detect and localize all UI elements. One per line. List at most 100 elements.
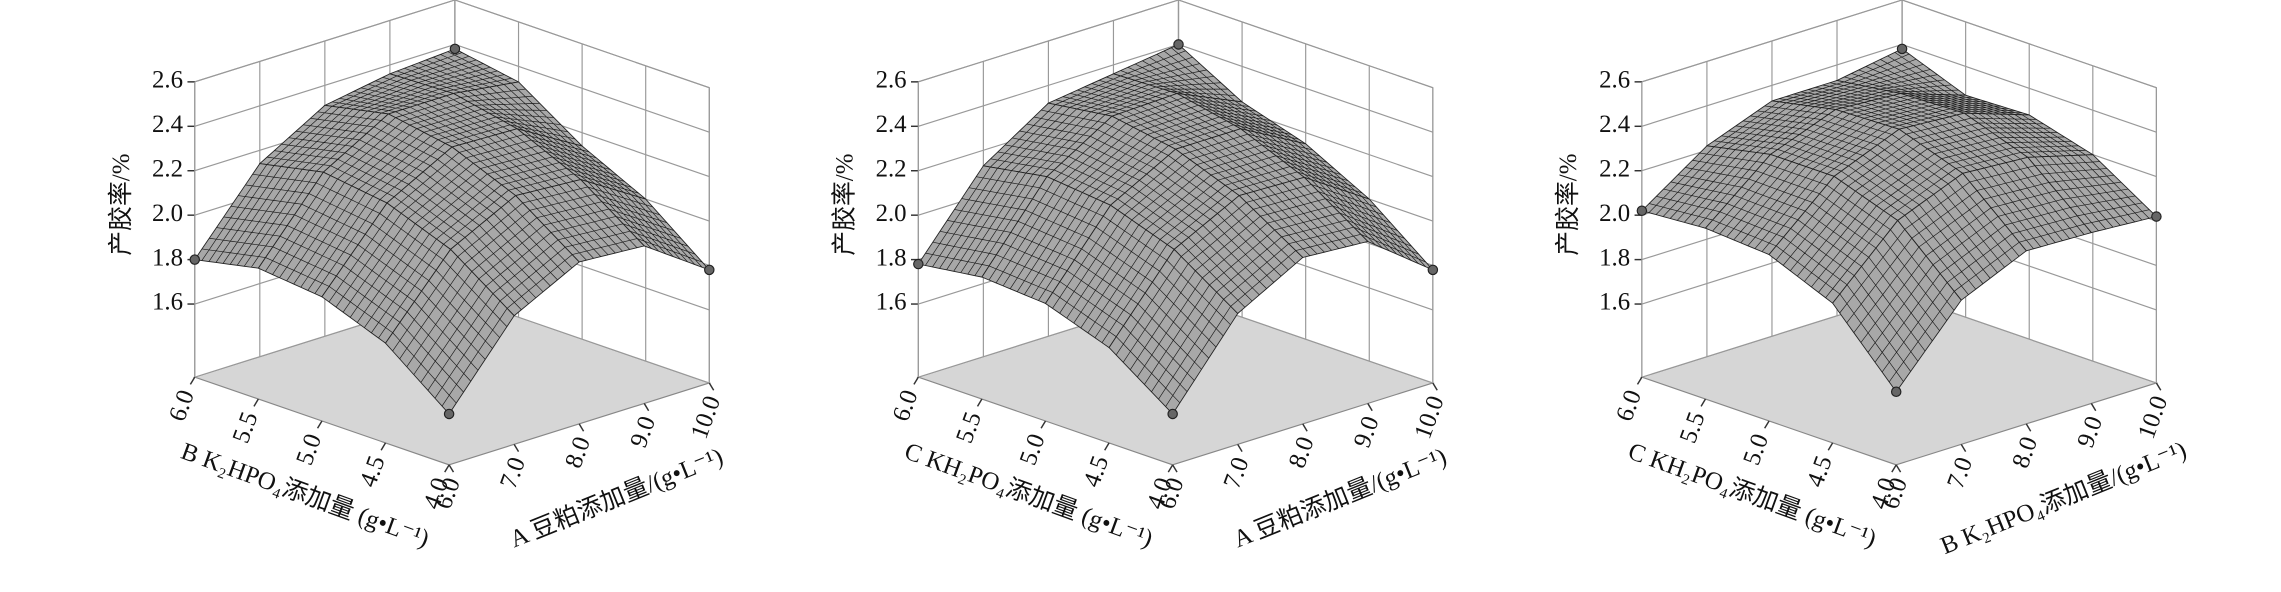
z-tick-label: 2.4 xyxy=(1599,111,1631,138)
mesh-line xyxy=(265,175,381,294)
tick-mark xyxy=(708,382,715,391)
x-tick-label: 7.0 xyxy=(1942,454,1978,492)
tick-mark xyxy=(1960,443,1967,453)
y-tick-label: 5.5 xyxy=(1675,408,1711,446)
x-tick-label: 9.0 xyxy=(625,413,661,451)
mesh-line xyxy=(988,179,1104,301)
design-point xyxy=(1636,205,1648,216)
mesh-line xyxy=(395,95,511,146)
z-tick-label: 1.6 xyxy=(876,289,907,316)
y-tick-label: 6.0 xyxy=(164,387,200,425)
z-tick-label: 1.6 xyxy=(152,289,183,316)
x-tick-label: 8.0 xyxy=(1284,433,1320,471)
x-tick-label: 9.0 xyxy=(1349,413,1385,451)
x-axis-title: B K₂HPO₄添加量/(g•L⁻¹) xyxy=(1937,436,2191,560)
x-tick-label: 10.0 xyxy=(2133,392,2173,442)
z-tick-label: 2.6 xyxy=(152,67,183,94)
tick-mark xyxy=(1700,398,1707,407)
mesh-line xyxy=(331,75,447,114)
tick-mark xyxy=(380,442,387,451)
design-point xyxy=(443,408,455,420)
mesh-line xyxy=(1246,179,1361,256)
mesh-line xyxy=(1055,75,1171,116)
tick-mark xyxy=(578,423,585,432)
tick-mark xyxy=(913,376,919,385)
design-point xyxy=(449,43,461,55)
y-tick-label: 4.5 xyxy=(1802,452,1838,490)
tick-mark xyxy=(1237,443,1243,453)
mesh-line xyxy=(396,51,512,93)
mesh-line xyxy=(458,130,574,195)
tick-mark xyxy=(253,398,259,407)
mesh-line xyxy=(1777,111,1893,175)
x-axis-title: A 豆粕添加量/(g•L⁻¹) xyxy=(1229,442,1450,553)
mesh-line xyxy=(925,166,1041,276)
mesh-line xyxy=(201,164,317,268)
tick-mark xyxy=(1104,442,1110,451)
tick-mark xyxy=(1432,382,1438,391)
mesh-line xyxy=(587,181,703,268)
mesh-line xyxy=(2034,154,2150,232)
tick-mark xyxy=(2155,382,2162,391)
mesh-line xyxy=(1904,178,2020,295)
tick-mark xyxy=(316,420,323,429)
x-tick-label: 9.0 xyxy=(2072,413,2108,451)
z-tick-label: 1.8 xyxy=(1599,244,1630,271)
panel: 1.61.82.02.22.42.66.07.08.09.0 10.04.04.5… xyxy=(830,0,1450,553)
design-point xyxy=(1167,408,1178,420)
z-tick-label: 2.0 xyxy=(1599,200,1630,227)
tick-mark xyxy=(1891,464,1897,473)
tick-mark xyxy=(1827,442,1834,451)
design-point xyxy=(2151,211,2162,222)
panel: 1.61.82.02.22.42.66.07.08.09.0 10.04.04.5… xyxy=(107,0,727,553)
z-tick-label: 1.8 xyxy=(876,244,907,271)
x-tick-label: 7.0 xyxy=(495,454,531,492)
tick-mark xyxy=(1636,376,1643,385)
mesh-line xyxy=(1840,133,1956,216)
tick-mark xyxy=(1764,420,1770,429)
mesh-line xyxy=(1118,95,1234,148)
mesh-line xyxy=(990,104,1106,176)
x-axis-title: A 豆粕添加量/(g•L⁻¹) xyxy=(506,442,727,553)
tick-mark xyxy=(444,464,450,473)
tick-mark xyxy=(643,403,650,412)
tick-mark xyxy=(1895,464,1902,473)
z-tick-label: 1.6 xyxy=(1599,289,1630,316)
z-tick-label: 2.4 xyxy=(152,111,184,138)
x-tick-label: 8.0 xyxy=(2007,433,2043,471)
y-tick-label: 4.5 xyxy=(1078,452,1114,490)
mesh-line xyxy=(1778,81,1894,109)
z-axis-title: 产胶率/% xyxy=(1554,154,1582,256)
x-tick-label: 8.0 xyxy=(560,433,596,471)
tick-mark xyxy=(1040,420,1047,429)
mesh-line xyxy=(457,201,573,310)
design-point xyxy=(1173,39,1184,50)
tick-mark xyxy=(1172,464,1178,473)
y-tick-label: 5.0 xyxy=(1015,430,1051,468)
mesh-line xyxy=(266,106,382,172)
mesh-line xyxy=(330,117,446,200)
mesh-line xyxy=(1839,229,1955,383)
z-tick-label: 1.8 xyxy=(152,244,183,271)
y-tick-label: 6.0 xyxy=(1611,387,1647,425)
x-tick-label: 10.0 xyxy=(686,392,726,442)
z-axis-title: 产胶率/% xyxy=(107,154,135,256)
tick-mark xyxy=(513,443,520,453)
z-tick-label: 2.0 xyxy=(152,200,183,227)
mesh-line xyxy=(1843,52,1959,96)
mesh-line xyxy=(1648,146,1764,227)
mesh-line xyxy=(524,130,639,198)
tick-mark xyxy=(2090,403,2097,412)
design-point xyxy=(704,264,715,276)
mesh-line xyxy=(460,82,576,145)
z-tick-label: 2.6 xyxy=(876,67,907,94)
mesh-line xyxy=(1247,130,1363,197)
mesh-line xyxy=(1120,47,1236,102)
design-point xyxy=(913,258,924,270)
x-tick-label: 7.0 xyxy=(1219,454,1255,492)
z-axis-title: 产胶率/% xyxy=(830,154,858,256)
tick-mark xyxy=(448,464,455,473)
y-tick-label: 5.5 xyxy=(228,408,264,446)
y-tick-label: 5.0 xyxy=(1738,430,1774,468)
